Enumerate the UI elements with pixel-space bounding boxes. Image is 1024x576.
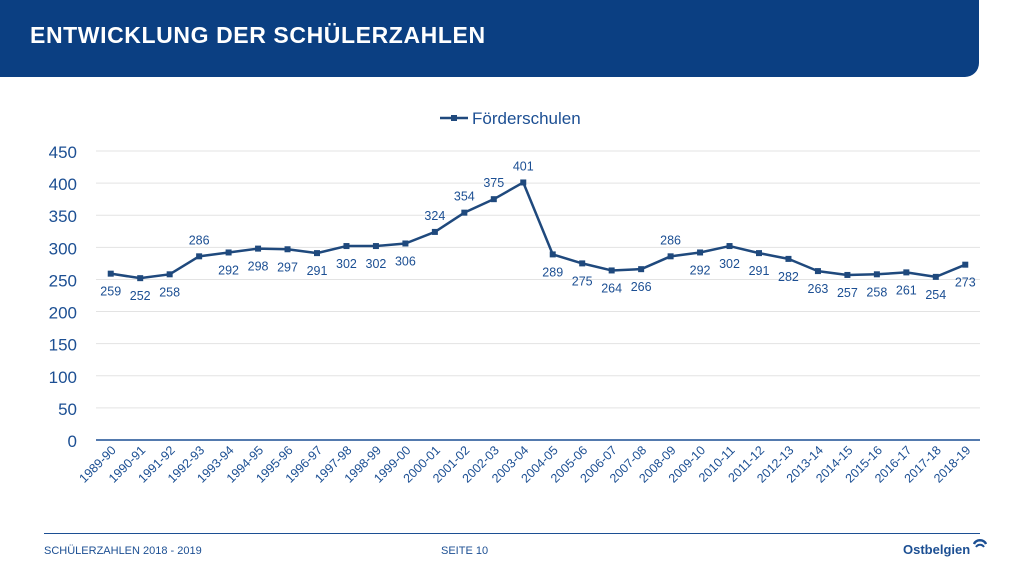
y-tick-label: 450 bbox=[49, 143, 77, 162]
footer-document-title: SCHÜLERZAHLEN 2018 - 2019 bbox=[44, 545, 202, 557]
data-point bbox=[255, 245, 262, 252]
data-point bbox=[932, 273, 939, 280]
data-label: 302 bbox=[336, 257, 357, 271]
footer-divider bbox=[44, 533, 980, 534]
data-label: 375 bbox=[483, 176, 504, 190]
data-label: 273 bbox=[955, 276, 976, 290]
y-tick-label: 300 bbox=[49, 239, 77, 258]
data-label: 354 bbox=[454, 190, 475, 204]
data-point bbox=[726, 243, 733, 250]
data-point bbox=[431, 228, 438, 235]
y-tick-label: 100 bbox=[49, 368, 77, 387]
data-point bbox=[697, 249, 704, 256]
data-label: 401 bbox=[513, 159, 534, 173]
data-point bbox=[844, 271, 851, 278]
data-label: 292 bbox=[218, 263, 239, 277]
data-label: 257 bbox=[837, 286, 858, 300]
data-point bbox=[785, 255, 792, 262]
data-label: 282 bbox=[778, 270, 799, 284]
data-label: 291 bbox=[749, 264, 770, 278]
data-label: 324 bbox=[424, 209, 445, 223]
data-label: 306 bbox=[395, 254, 416, 268]
data-point bbox=[137, 275, 144, 282]
data-label: 252 bbox=[130, 289, 151, 303]
footer-page-number: SEITE 10 bbox=[441, 545, 489, 557]
data-label: 286 bbox=[660, 233, 681, 247]
y-tick-label: 350 bbox=[49, 207, 77, 226]
data-point bbox=[814, 268, 821, 275]
data-label: 258 bbox=[866, 285, 887, 299]
data-point bbox=[402, 240, 409, 247]
data-point bbox=[667, 253, 674, 260]
data-point bbox=[638, 266, 645, 273]
data-point bbox=[166, 271, 173, 278]
data-label: 275 bbox=[572, 274, 593, 288]
data-point bbox=[549, 251, 556, 258]
data-label: 302 bbox=[366, 257, 387, 271]
data-point bbox=[284, 246, 291, 253]
data-point bbox=[225, 249, 232, 256]
data-label: 264 bbox=[601, 281, 622, 295]
data-point bbox=[873, 271, 880, 278]
data-label: 291 bbox=[307, 264, 328, 278]
y-tick-label: 150 bbox=[49, 336, 77, 355]
data-point bbox=[343, 243, 350, 250]
line-chart: 0501001502002503003504004501989-901990-9… bbox=[49, 109, 980, 486]
legend-label: Förderschulen bbox=[472, 109, 581, 128]
y-tick-label: 400 bbox=[49, 175, 77, 194]
data-point bbox=[962, 261, 969, 268]
y-tick-label: 250 bbox=[49, 271, 77, 290]
data-label: 266 bbox=[631, 280, 652, 294]
data-point bbox=[903, 269, 910, 276]
y-tick-label: 50 bbox=[58, 400, 77, 419]
data-label: 302 bbox=[719, 257, 740, 271]
data-point bbox=[196, 253, 203, 260]
data-point bbox=[608, 267, 615, 274]
data-label: 259 bbox=[100, 285, 121, 299]
data-label: 292 bbox=[690, 263, 711, 277]
swirl-logo-icon bbox=[973, 539, 988, 548]
data-label: 298 bbox=[248, 260, 269, 274]
data-label: 297 bbox=[277, 260, 298, 274]
y-tick-label: 200 bbox=[49, 304, 77, 323]
page-title: ENTWICKLUNG DER SCHÜLERZAHLEN bbox=[30, 22, 486, 48]
data-label: 258 bbox=[159, 285, 180, 299]
legend-marker bbox=[451, 115, 457, 121]
data-point bbox=[520, 179, 527, 186]
data-label: 254 bbox=[925, 288, 946, 302]
logo-text: Ostbelgien bbox=[903, 541, 971, 557]
data-label: 289 bbox=[542, 265, 563, 279]
y-tick-label: 0 bbox=[68, 432, 77, 451]
data-point bbox=[314, 250, 320, 257]
data-label: 286 bbox=[189, 233, 210, 247]
series-line bbox=[110, 181, 966, 280]
data-label: 261 bbox=[896, 283, 917, 297]
data-point bbox=[490, 196, 497, 203]
data-label: 263 bbox=[808, 282, 829, 296]
data-point bbox=[461, 209, 468, 216]
data-point bbox=[579, 260, 586, 267]
ostbelgien-logo: Ostbelgien bbox=[903, 536, 988, 562]
data-point bbox=[107, 270, 114, 277]
data-point bbox=[756, 250, 762, 257]
header-bar: ENTWICKLUNG DER SCHÜLERZAHLEN bbox=[0, 0, 979, 77]
data-point bbox=[372, 243, 379, 250]
